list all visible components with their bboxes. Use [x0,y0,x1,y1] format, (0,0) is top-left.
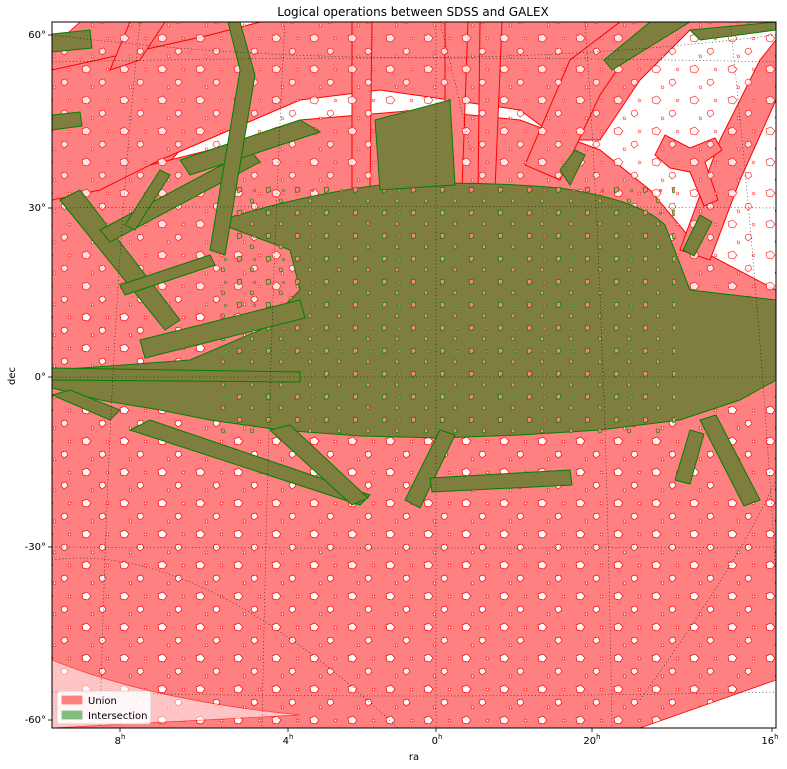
y-tick-label: 30° [28,203,46,214]
y-tick: 30° [28,203,52,214]
x-tick-label: 8 [115,736,121,747]
plot-area [52,22,776,728]
x-tick: 16h [761,728,779,747]
x-tick-superscript: h [121,733,125,741]
svg-text:16h: 16h [761,733,778,747]
chart-title: Logical operations between SDSS and GALE… [277,5,549,19]
legend-swatch-union [61,695,83,705]
legend-item-union: Union [61,695,117,707]
x-tick: 8h [115,728,126,747]
x-tick-label: 20 [583,736,596,747]
graticule-lines [52,22,776,728]
x-tick-label: 0 [432,736,438,747]
y-tick: -60° [25,715,52,726]
y-axis-label: dec [7,367,18,385]
x-tick: 0h [432,728,443,747]
y-tick-label: 0° [35,372,46,383]
svg-text:4h: 4h [283,733,294,747]
x-axis: 8h 4h 0h 20h 16h [115,728,779,747]
y-tick-label: -30° [25,542,46,553]
x-tick-superscript: h [596,733,600,741]
svg-text:0h: 0h [432,733,443,747]
x-tick-superscript: h [289,733,293,741]
x-axis-label: ra [409,752,419,763]
plot-frame [51,21,777,729]
y-tick-label: 60° [28,30,46,41]
x-tick-label: 4 [283,736,289,747]
svg-text:20h: 20h [583,733,600,747]
x-tick: 20h [583,728,601,747]
y-tick: 60° [28,30,52,41]
y-tick: 0° [35,372,52,383]
y-axis: 60° 30° 0° -30° -60° [25,30,52,726]
svg-text:8h: 8h [115,733,126,747]
x-tick: 4h [283,728,294,747]
x-tick-superscript: h [438,733,442,741]
x-tick-superscript: h [774,733,778,741]
y-tick: -30° [25,542,52,553]
legend-item-intersection: Intersection [61,710,148,722]
legend-swatch-intersection [61,710,83,720]
intersection-region [52,22,776,509]
y-tick-label: -60° [25,715,46,726]
legend-label-union: Union [88,696,117,707]
legend-label-intersection: Intersection [88,711,148,722]
x-tick-label: 16 [761,736,774,747]
legend: Union Intersection [56,690,152,725]
